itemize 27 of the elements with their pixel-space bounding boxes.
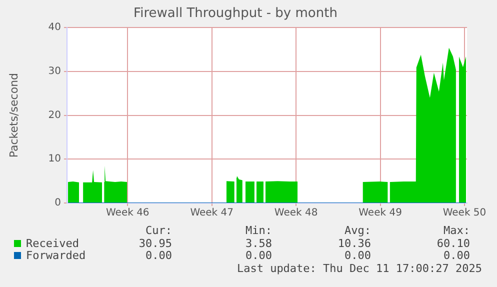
text: 0.00 <box>444 249 470 262</box>
x-tick-label: Week 46 <box>106 208 150 219</box>
x-tick-label: Week 47 <box>190 208 234 219</box>
text: Cur: <box>146 224 172 237</box>
text: 60.10 <box>436 236 470 250</box>
y-tick-label: 20 <box>48 110 61 121</box>
y-axis-title: Packets/second <box>7 72 20 158</box>
y-tick-label: 40 <box>48 22 61 34</box>
text: 0.00 <box>344 249 371 262</box>
text: Min: <box>246 224 272 237</box>
text: 3.58 <box>246 236 272 250</box>
y-tick-label: 0 <box>54 198 61 209</box>
legend-label: Forwarded <box>26 249 86 262</box>
x-tick-label: Week 48 <box>274 208 318 219</box>
text: 0.00 <box>246 249 272 262</box>
y-tick-label: 30 <box>48 66 61 78</box>
chart-title: Firewall Throughput - by month <box>134 6 338 22</box>
text: Last update: Thu Dec 11 17:00:27 2025 <box>236 262 482 274</box>
text: Max: <box>444 224 470 237</box>
x-tick-label: Week 49 <box>358 208 402 219</box>
y-tick-label: 10 <box>48 154 61 165</box>
text: 0.00 <box>146 249 172 262</box>
legend-label: Received <box>26 236 79 250</box>
text: 30.95 <box>138 236 172 250</box>
x-tick-label: Week 50 <box>442 208 486 219</box>
text: Avg: <box>344 224 371 237</box>
text: 10.36 <box>338 236 371 250</box>
